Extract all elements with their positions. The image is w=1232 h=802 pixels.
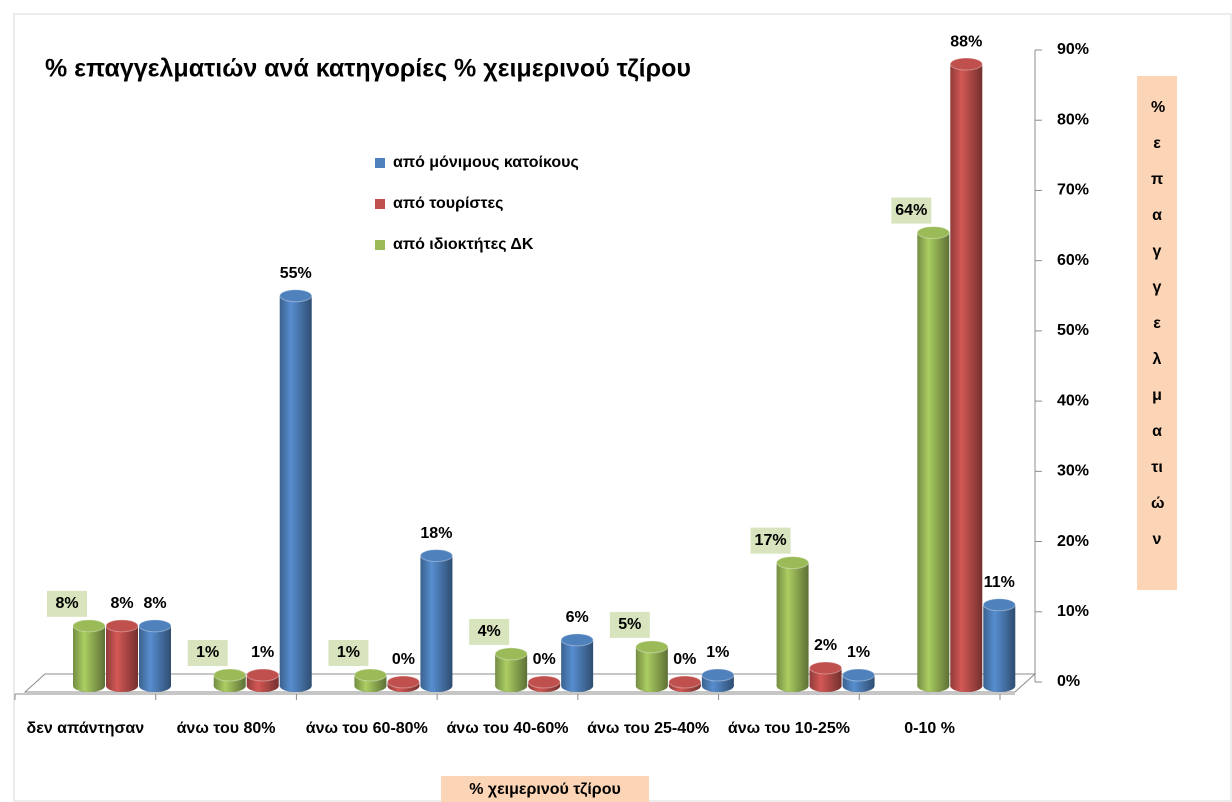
value-label: 8% [55,595,78,612]
bar [106,625,138,686]
value-label: 1% [251,644,274,661]
bar-top [982,598,1016,612]
y-tick-label: 60% [1057,252,1089,269]
bar-top [246,668,280,682]
x-axis-title: % χειμερινού τζίρου [441,776,649,802]
legend-label: από μόνιμους κατοίκους [393,154,579,171]
x-tick-label: άνω του 10-25% [727,720,850,737]
bar-top [105,619,139,633]
value-label: 1% [706,644,729,661]
y-tick-label: 80% [1057,111,1089,128]
y-tick-label: 90% [1057,41,1089,58]
y-tick-label: 0% [1057,673,1080,690]
y-axis-title: % επαγγελματιών [1137,76,1177,590]
bar-top [809,661,843,675]
x-tick-label: άνω του 60-80% [305,720,428,737]
bar [917,232,950,687]
y-tick-label: 70% [1057,182,1089,199]
bar-top [494,647,528,661]
bar-top [419,549,453,563]
legend-label: από τουρίστες [393,195,503,212]
value-label-box [187,639,228,666]
legend-swatch [375,158,385,168]
value-label: 1% [337,644,360,661]
x-tick-label: 0-10 % [904,720,955,737]
value-label: 88% [950,33,982,50]
y-tick-label: 10% [1057,603,1089,620]
x-tick-label: άνω του 80% [176,720,276,737]
y-tick-label: 30% [1057,463,1089,480]
bar [420,555,453,686]
value-label: 5% [618,616,641,633]
x-tick-label: άνω του 40-60% [446,720,569,737]
value-label-box [328,639,369,666]
value-label-box [469,618,510,645]
bar [635,646,668,686]
bar [950,64,983,687]
value-label: 0% [392,651,415,668]
y-axis-title-text: % επαγγελματιών [1151,99,1166,548]
value-label: 6% [566,609,589,626]
value-label: 8% [110,595,133,612]
value-label: 17% [755,532,787,549]
bar-top [138,619,172,633]
bar-top [842,668,876,682]
y-tick-label: 40% [1057,392,1089,409]
value-label: 8% [143,595,166,612]
bar-top [949,57,983,71]
value-label-box [609,611,650,638]
bar-top [776,556,810,570]
value-label: 64% [895,202,927,219]
bar [561,639,594,686]
legend-swatch [375,240,385,250]
chart-title: % επαγγελματιών ανά κατηγορίες % χειμερι… [45,55,691,83]
bar-top [72,619,106,633]
value-label: 2% [814,637,837,654]
bar-top [213,668,247,682]
bar-top [527,675,561,689]
value-label: 4% [478,623,501,640]
bar [776,562,809,686]
bar-top [635,640,669,654]
bar-top [560,633,594,647]
x-tick-label: δεν απάντησαν [26,720,145,737]
value-label: 0% [673,651,696,668]
value-label: 1% [196,644,219,661]
value-label: 1% [847,644,870,661]
value-label-box [891,197,932,224]
value-label: 55% [280,265,312,282]
bar-top [353,668,387,682]
bar [139,625,171,686]
x-tick-label: άνω του 25-40% [587,720,710,737]
y-tick-label: 20% [1057,533,1089,550]
value-label: 0% [533,651,556,668]
bar [279,295,312,686]
value-label: 18% [420,525,452,542]
value-label: 11% [984,574,1015,591]
value-label-box [47,590,87,617]
y-tick-label: 50% [1057,322,1089,339]
bar-top [701,668,735,682]
legend-swatch [375,199,385,209]
bar-top [386,675,420,689]
legend-label: από ιδιοκτήτες ΔΚ [393,236,534,253]
bar-top [279,289,313,303]
value-label-box [750,527,791,554]
bar-top [668,675,702,689]
bar [73,625,105,686]
bar [983,604,1016,686]
bar-top [916,226,950,240]
